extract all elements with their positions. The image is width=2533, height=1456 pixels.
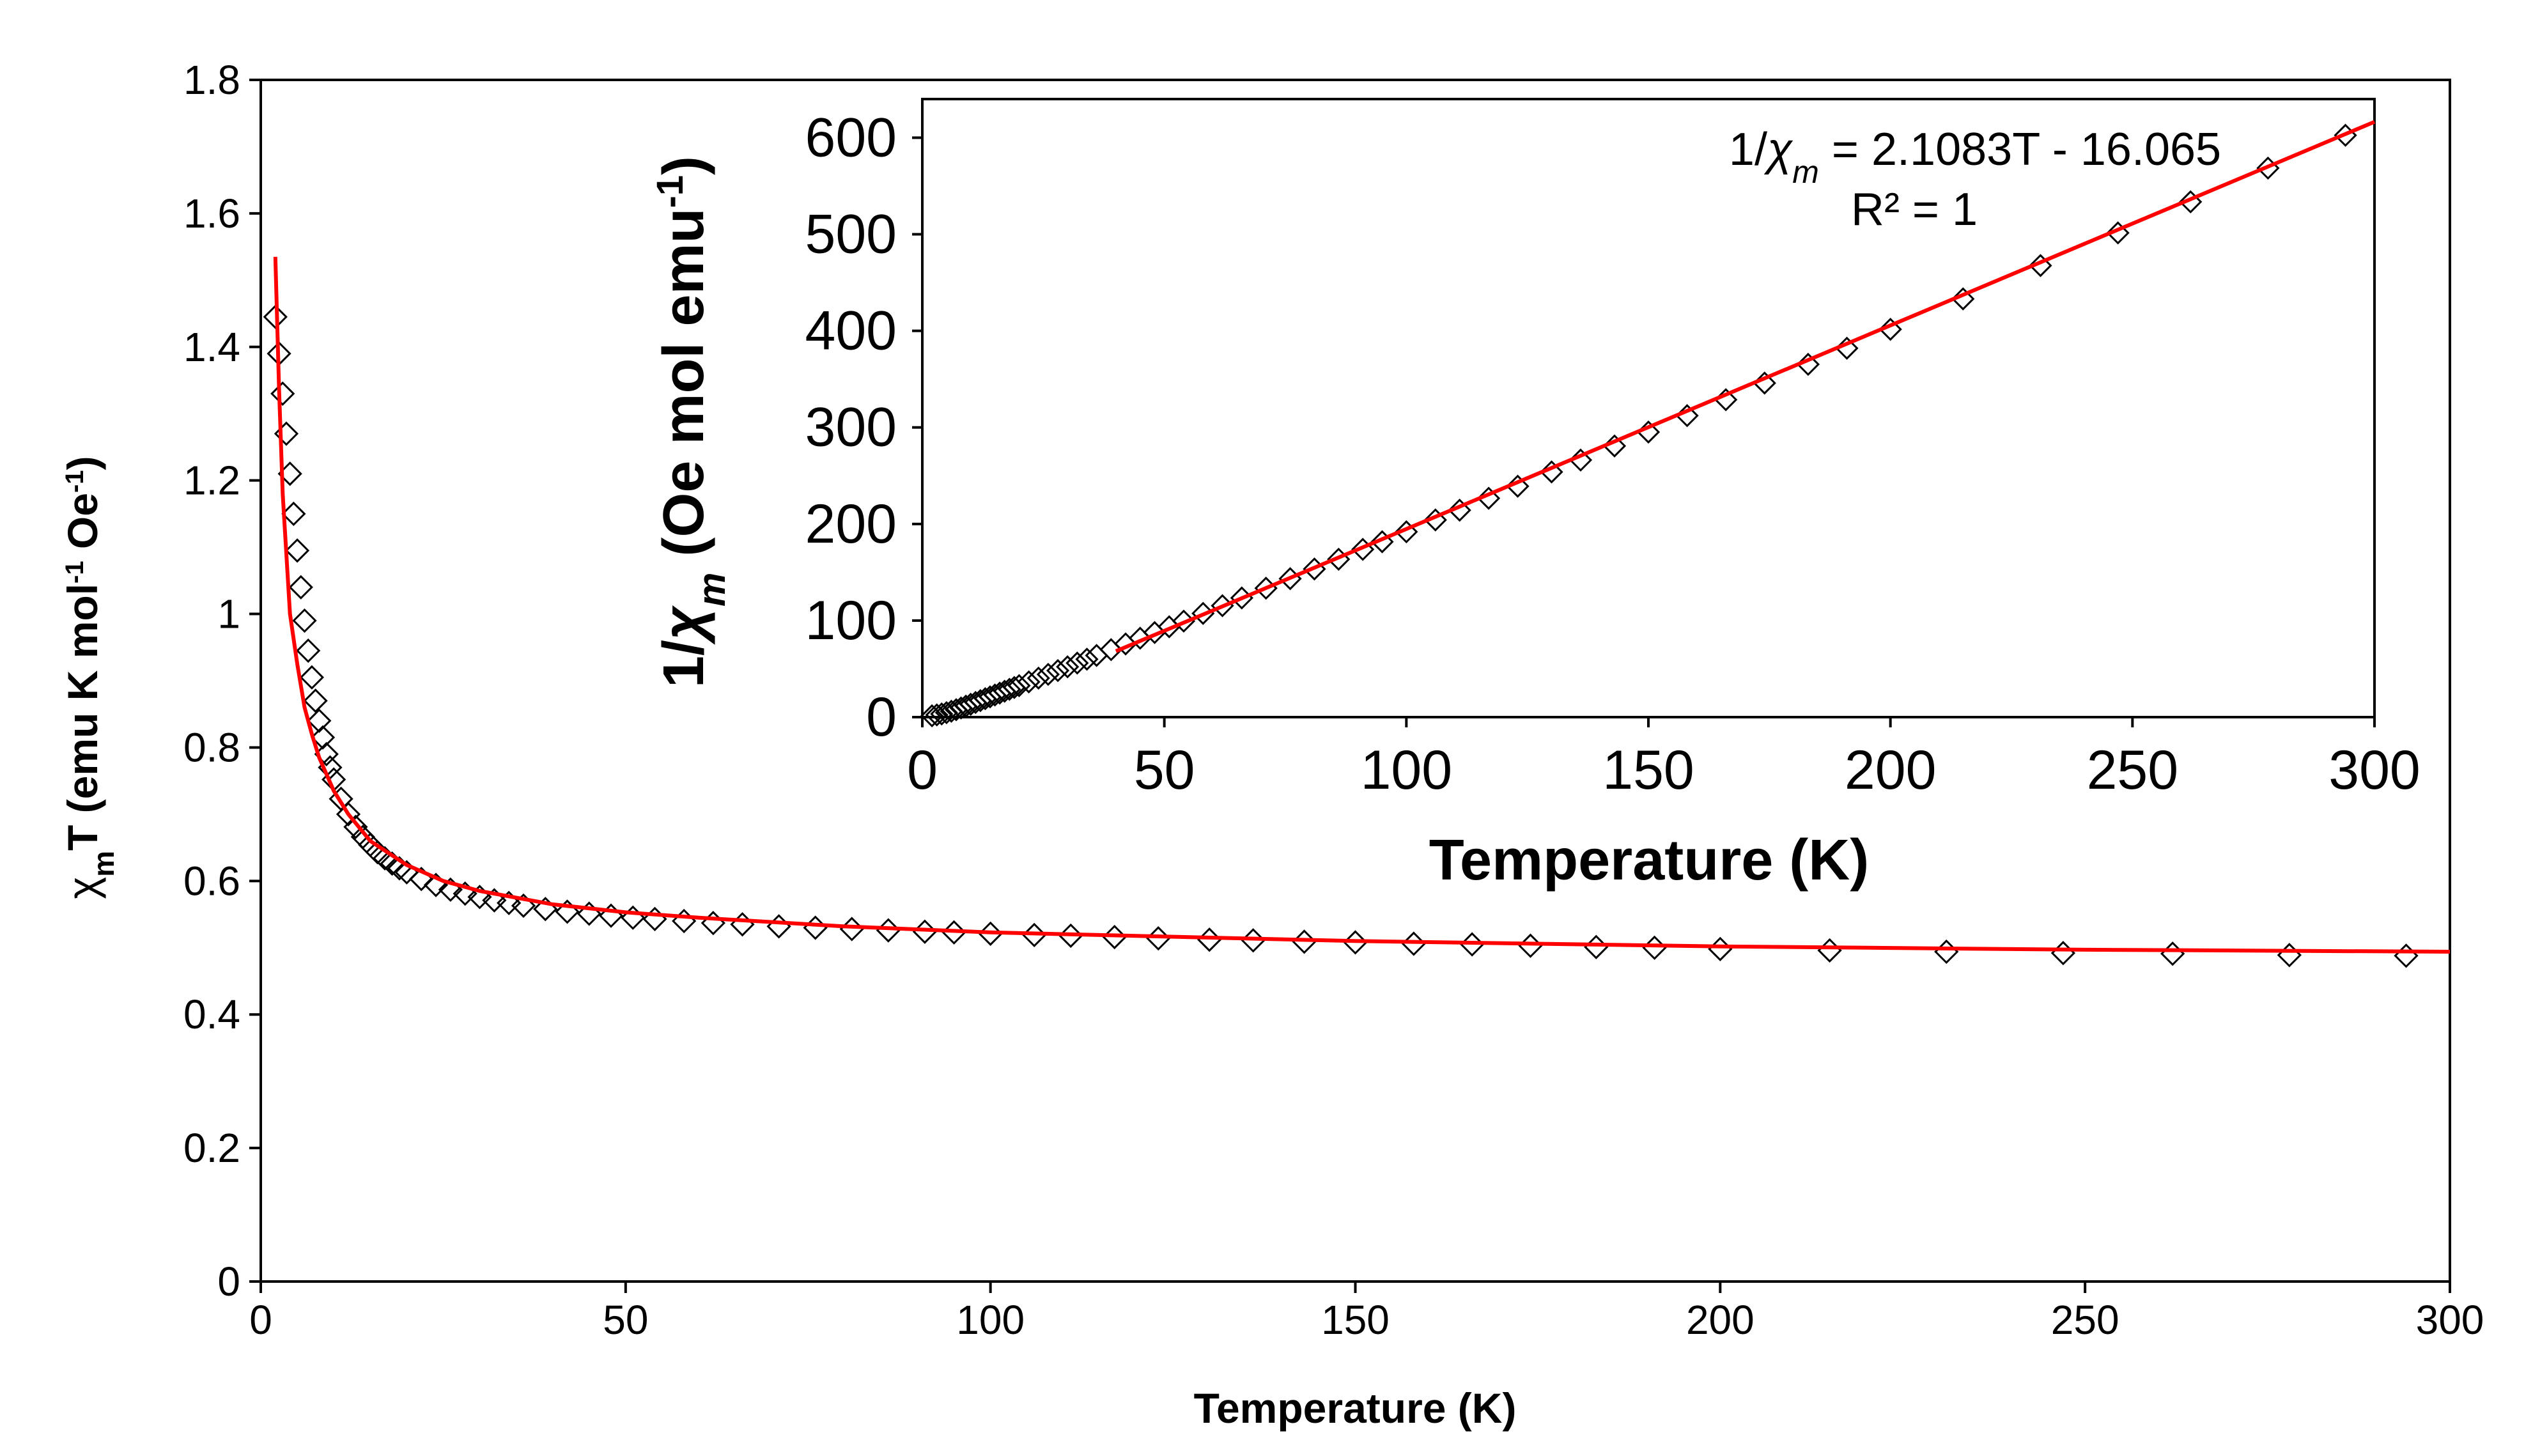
main-data-point [292,608,317,633]
main-x-tick-label: 250 [2051,1297,2119,1343]
main-data-point [281,501,306,527]
main-x-tick-label: 0 [249,1297,272,1343]
main-fit-line [273,256,2451,954]
inset-x-tick-label: 0 [907,740,938,801]
inset-plot-frame [921,98,2376,718]
inset-fit-equation: 1/χm = 2.1083T - 16.065 [1729,124,2221,190]
main-y-tick-label: 0 [217,1259,240,1305]
main-data-point [1058,923,1083,949]
main-y-tick-label: 0.6 [183,858,240,904]
inset-x-tick-label: 300 [2328,740,2421,801]
main-data-point [310,725,336,750]
inset-data-point [1017,670,1041,693]
main-data-point [296,638,321,663]
main-x-tick-label: 150 [1321,1297,1390,1343]
main-data-point [288,575,313,600]
inset-data-point [930,702,954,726]
main-data-point [314,741,339,767]
main-x-tick-label: 200 [1686,1297,1755,1343]
inset-x-tick-label: 250 [2087,740,2179,801]
main-y-tick-label: 1.2 [183,458,240,504]
main-x-tick-label: 100 [956,1297,1025,1343]
inset-data-point [1075,647,1099,671]
main-x-tick-label: 300 [2416,1297,2484,1343]
main-data-point [270,381,295,407]
main-y-axis-title: χmT (emu K mol-1 Oe-1) [59,456,120,899]
inset-y-tick-label: 300 [805,397,897,458]
inset-data-point [1951,287,1975,311]
main-data-point [343,814,368,839]
main-y-tick-label: 1.4 [183,324,240,370]
inset-data-point [1026,666,1050,690]
main-data-point [303,688,328,713]
main-y-ticks: 0 0.2 0.4 0.6 0.8 1 1.2 1.4 1.6 1.8 [183,57,261,1305]
inset-x-tick-label: 200 [1845,740,1937,801]
inset-data-point [2029,254,2052,277]
inset-data-point [925,703,949,727]
inset-y-tick-label: 0 [866,686,897,748]
inset-data-point [1395,520,1418,544]
main-data-point [1343,930,1368,955]
inset-data-point [1506,474,1530,498]
inset-x-ticks: 0 50 100 150 200 250 300 [907,717,2421,801]
inset-fit-line [1115,120,2376,653]
inset-y-axis-title: 1/χm (Oe mol emu-1) [649,156,733,688]
main-x-axis-title: Temperature (K) [1194,1384,1517,1432]
inset-data-point [1056,655,1080,679]
main-x-tick-label: 50 [603,1297,648,1343]
inset-chart: 0 50 100 150 200 250 300 0 100 200 300 400 500 600 1… [649,98,2421,892]
main-x-ticks: 0 50 100 150 200 250 300 [249,1282,2484,1343]
main-y-tick-label: 0.2 [183,1125,240,1171]
inset-data-point [2106,221,2130,245]
main-data-point [978,921,1003,946]
inset-x-tick-label: 100 [1361,740,1453,801]
inset-data-point [1065,651,1089,675]
inset-data-point [1036,662,1060,686]
inset-data-point [1878,318,1902,341]
main-y-tick-label: 1.8 [183,57,240,103]
inset-data-point [1448,499,1471,522]
inset-data-point [1007,674,1031,697]
inset-y-tick-label: 200 [805,493,897,555]
main-y-tick-label: 1 [217,591,240,637]
inset-y-tick-label: 600 [805,107,897,168]
main-y-tick-label: 1.6 [183,190,240,236]
inset-data-point [2179,190,2203,213]
inset-data-point [998,678,1021,701]
inset-markers [920,123,2357,728]
inset-x-tick-label: 50 [1134,740,1195,801]
inset-y-tick-label: 400 [805,300,897,362]
inset-y-ticks: 0 100 200 300 400 500 600 [805,107,922,748]
inset-r-squared: R² = 1 [1851,184,1978,235]
main-data-point [307,708,332,733]
main-y-tick-label: 0.8 [183,724,240,770]
main-data-point [336,802,361,827]
inset-y-tick-label: 500 [805,204,897,265]
main-data-point [284,538,310,563]
main-chart: 0 50 100 150 200 250 300 0 0.2 0.4 0.6 0.8 1 1.2 1.4 1… [59,57,2484,1432]
main-y-tick-label: 0.4 [183,991,240,1037]
inset-data-point [1540,460,1563,484]
inset-data-point [920,704,944,728]
inset-x-tick-label: 150 [1602,740,1694,801]
inset-x-axis-title: Temperature (K) [1429,828,1869,892]
inset-data-point [1476,486,1501,510]
main-data-point [299,665,325,690]
inset-data-point [1046,659,1070,683]
main-data-point [263,304,288,329]
inset-data-point [1423,508,1447,532]
inset-y-tick-label: 100 [805,590,897,651]
